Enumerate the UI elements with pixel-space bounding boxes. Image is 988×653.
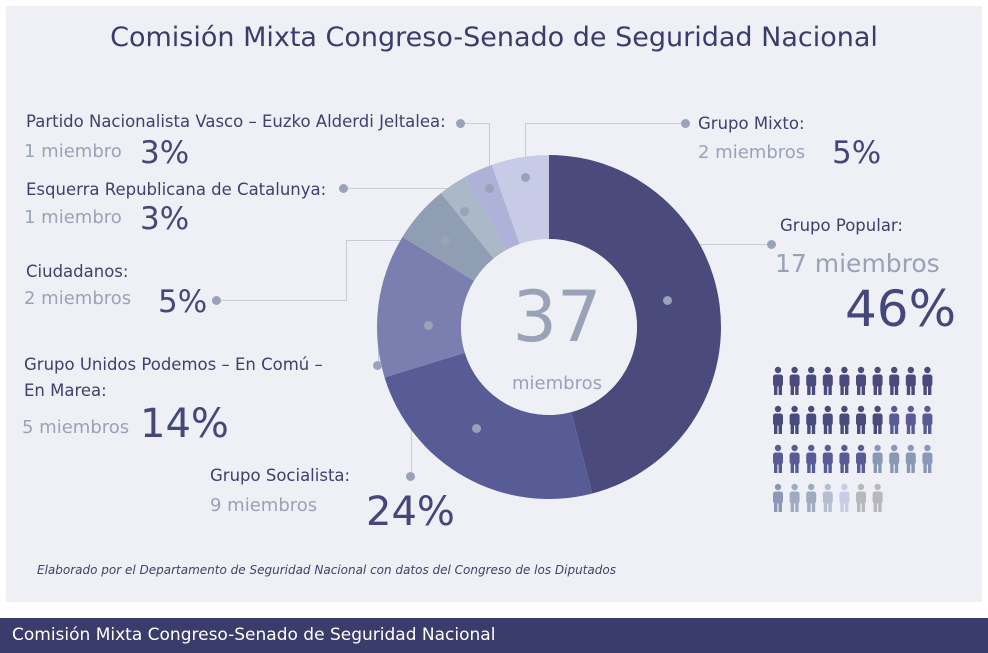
donut-slice-2 — [377, 236, 475, 378]
legend-dot-ciudadanos — [212, 296, 221, 305]
person-icon — [773, 483, 783, 512]
legend-members-popular: 17 miembros — [775, 249, 940, 278]
person-icon — [839, 405, 850, 434]
person-icon — [856, 483, 866, 512]
leader-dot-ciudadanos — [441, 236, 450, 245]
legend-percent-mixto: 5% — [832, 135, 882, 171]
leader-line — [668, 244, 772, 245]
legend-label-ciudadanos: Ciudadanos: — [26, 262, 129, 281]
person-icon — [889, 366, 900, 395]
person-icon — [806, 366, 817, 395]
legend-percent-pnv: 3% — [140, 135, 190, 171]
person-icon — [922, 405, 933, 434]
person-icon — [905, 405, 916, 434]
leader-dot-mixto — [521, 173, 530, 182]
leader-line — [218, 300, 347, 301]
legend-label-socialista: Grupo Socialista: — [210, 466, 351, 485]
leader-dot-popular — [663, 296, 672, 305]
legend-members-erc: 1 miembro — [24, 207, 122, 228]
legend-dot-pnv — [456, 119, 465, 128]
person-icon — [773, 444, 783, 473]
legend-label-podemos-line2: En Marea: — [24, 381, 107, 400]
donut-hole — [461, 239, 637, 415]
legend-percent-podemos: 14% — [140, 401, 229, 447]
legend-label-erc: Esquerra Republicana de Catalunya: — [26, 180, 327, 199]
donut-slice-6 — [491, 155, 549, 245]
person-icon — [872, 366, 883, 395]
person-icon — [905, 366, 916, 395]
leader-dot-pnv — [485, 184, 494, 193]
person-icon — [822, 444, 833, 473]
legend-label-popular: Grupo Popular: — [780, 216, 903, 235]
leader-line — [344, 188, 464, 189]
person-icon — [822, 483, 833, 512]
person-icon — [789, 483, 800, 512]
person-icon — [773, 405, 783, 434]
legend-dot-socialista — [406, 472, 415, 481]
leader-line — [525, 123, 685, 124]
person-icon — [889, 444, 900, 473]
person-icon — [856, 444, 866, 473]
person-icon — [905, 444, 916, 473]
legend-members-ciudadanos: 2 miembros — [24, 288, 132, 309]
person-icon — [789, 366, 800, 395]
leader-line — [411, 428, 412, 476]
legend-members-podemos: 5 miembros — [22, 417, 130, 438]
legend-dot-podemos — [373, 361, 382, 370]
donut-slice-4 — [440, 176, 507, 259]
leader-line — [489, 123, 490, 189]
person-icon — [922, 366, 933, 395]
legend-percent-erc: 3% — [140, 201, 190, 237]
legend-percent-ciudadanos: 5% — [158, 284, 208, 320]
legend-dot-erc — [339, 184, 348, 193]
person-icon — [872, 444, 883, 473]
leader-line — [525, 123, 526, 177]
person-icon — [806, 444, 817, 473]
donut-slice-5 — [465, 164, 520, 251]
person-icon — [922, 444, 933, 473]
caption-bar: Comisión Mixta Congreso-Senado de Seguri… — [0, 618, 988, 653]
person-icon — [856, 366, 866, 395]
total-members-value: 37 — [512, 276, 602, 358]
person-icon — [806, 405, 817, 434]
person-icon — [856, 405, 866, 434]
leader-dot-erc — [460, 207, 469, 216]
source-note: Elaborado por el Departamento de Segurid… — [37, 563, 616, 577]
legend-members-pnv: 1 miembro — [24, 141, 122, 162]
legend-members-mixto: 2 miembros — [698, 142, 806, 163]
legend-label-pnv: Partido Nacionalista Vasco – Euzko Alder… — [26, 112, 446, 131]
leader-line — [461, 123, 489, 124]
total-members-label: miembros — [512, 373, 602, 394]
legend-label-mixto: Grupo Mixto: — [698, 114, 805, 133]
person-icon — [822, 405, 833, 434]
person-icon — [839, 483, 850, 512]
leader-dot-podemos — [424, 321, 433, 330]
donut-slice-1 — [384, 352, 593, 500]
leader-line — [346, 240, 446, 241]
person-icon — [789, 405, 800, 434]
legend-dot-mixto — [681, 119, 690, 128]
legend-label-podemos-line1: Grupo Unidos Podemos – En Comú – — [24, 355, 323, 374]
legend-percent-popular: 46% — [845, 280, 957, 338]
person-icon — [872, 405, 883, 434]
person-icon — [806, 483, 817, 512]
legend-percent-socialista: 24% — [366, 489, 455, 535]
person-icon — [789, 444, 800, 473]
person-icon — [872, 483, 883, 512]
legend-members-socialista: 9 miembros — [210, 495, 318, 516]
caption-text: Comisión Mixta Congreso-Senado de Seguri… — [12, 625, 496, 645]
person-icon — [839, 366, 850, 395]
legend-dot-popular — [767, 240, 776, 249]
donut-slice-0 — [549, 155, 721, 494]
leader-dot-socialista — [472, 424, 481, 433]
person-icon — [822, 366, 833, 395]
person-icon — [839, 444, 850, 473]
chart-title: Comisión Mixta Congreso-Senado de Seguri… — [110, 22, 878, 53]
person-icon — [889, 405, 900, 434]
person-icon — [773, 366, 783, 395]
leader-line — [346, 240, 347, 300]
